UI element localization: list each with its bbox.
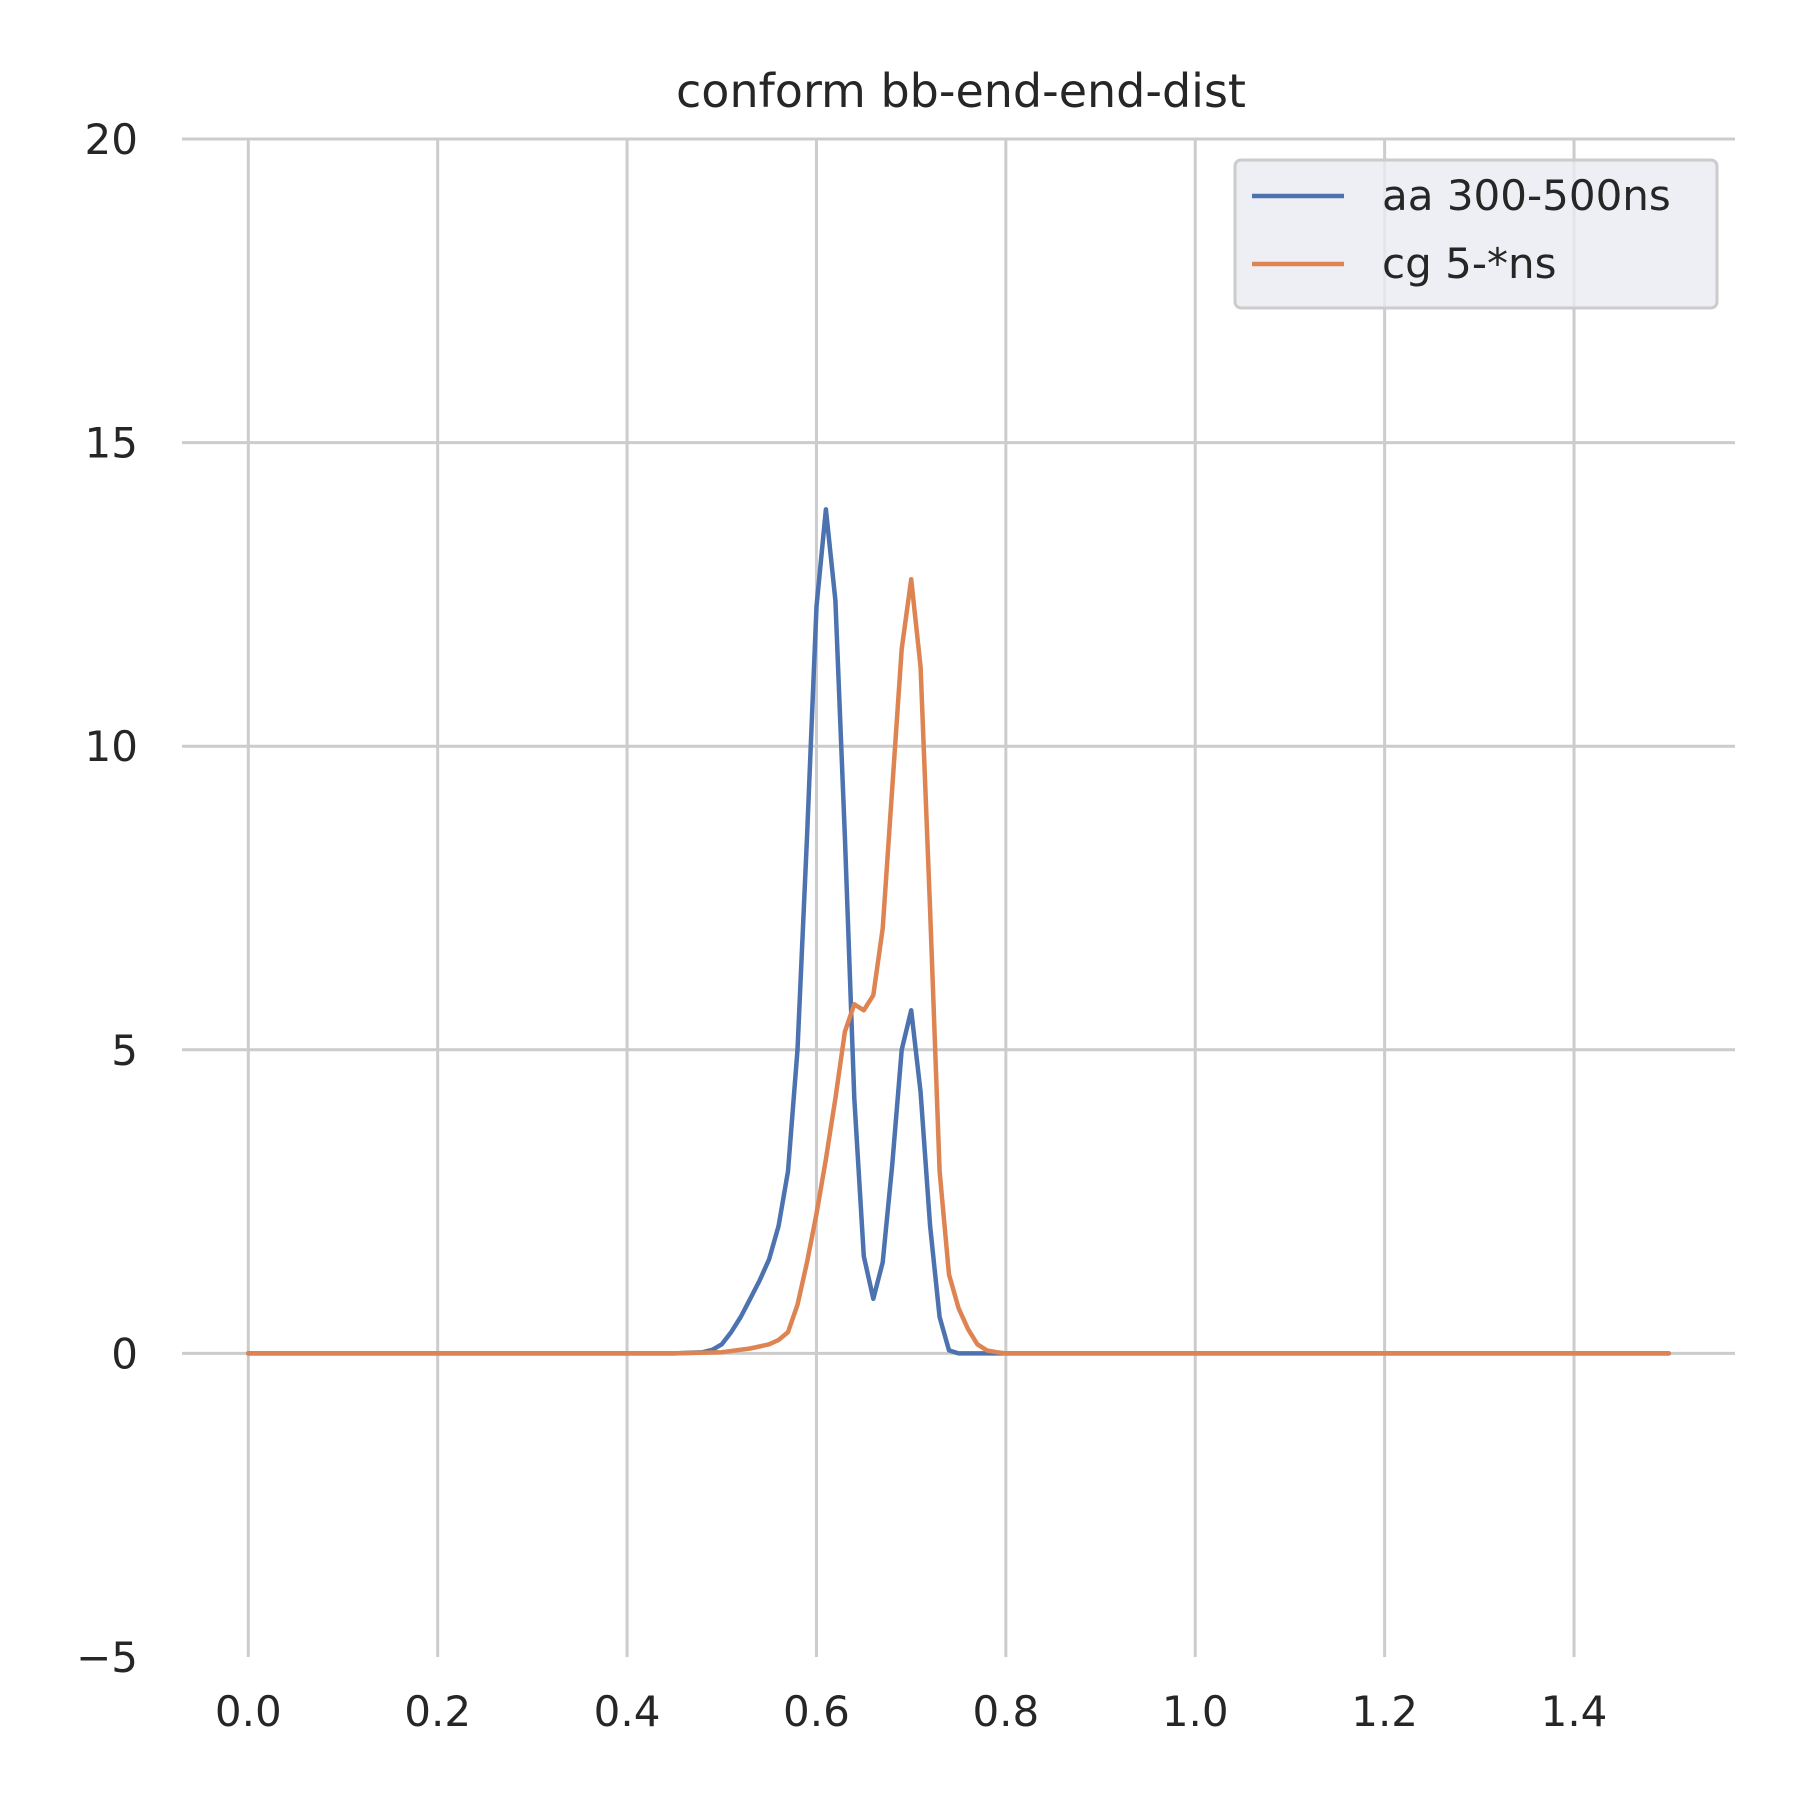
y-tick-label: −5 (76, 1633, 138, 1682)
y-tick-label: 0 (111, 1329, 138, 1378)
x-tick-label: 1.2 (1351, 1687, 1418, 1736)
x-tick-label: 1.0 (1162, 1687, 1229, 1736)
x-tick-label: 1.4 (1541, 1687, 1608, 1736)
legend-label-cg: cg 5-*ns (1382, 239, 1556, 288)
chart-title: conform bb-end-end-dist (676, 64, 1246, 118)
legend-frame (1233, 158, 1719, 310)
grid (182, 137, 1735, 1657)
x-tick-label: 0.6 (783, 1687, 850, 1736)
x-tick-label: 0.2 (404, 1687, 471, 1736)
x-axis-tick-labels: 0.0 0.2 0.4 0.6 0.8 1.0 1.2 1.4 (215, 1687, 1608, 1736)
legend: aa 300-500ns cg 5-*ns (1233, 158, 1719, 310)
series-line-1 (246, 576, 1671, 1356)
y-tick-label: 5 (111, 1026, 138, 1075)
y-tick-label: 20 (85, 115, 138, 164)
x-tick-label: 0.0 (215, 1687, 282, 1736)
series-line-0 (246, 507, 1671, 1356)
y-axis-tick-labels: −5 0 5 10 15 20 (76, 115, 138, 1682)
series-lines (246, 507, 1671, 1356)
legend-label-aa: aa 300-500ns (1382, 171, 1671, 220)
y-tick-label: 15 (85, 419, 138, 468)
y-tick-label: 10 (85, 722, 138, 771)
x-tick-label: 0.4 (594, 1687, 661, 1736)
x-tick-label: 0.8 (972, 1687, 1039, 1736)
